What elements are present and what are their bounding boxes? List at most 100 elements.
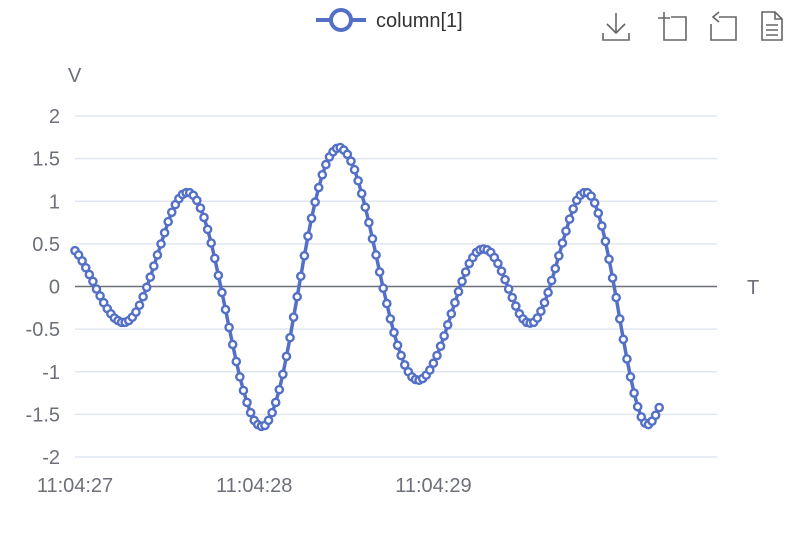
- data-point[interactable]: [367, 233, 378, 244]
- data-point[interactable]: [270, 397, 281, 408]
- data-point[interactable]: [206, 238, 216, 248]
- data-point[interactable]: [385, 314, 396, 324]
- data-point[interactable]: [353, 175, 363, 186]
- data-point[interactable]: [568, 204, 578, 214]
- data-point[interactable]: [543, 287, 553, 298]
- data-point[interactable]: [134, 300, 145, 311]
- data-point[interactable]: [432, 350, 442, 361]
- data-point[interactable]: [295, 271, 306, 282]
- data-point[interactable]: [238, 385, 249, 396]
- legend[interactable]: column[1]: [316, 8, 463, 32]
- data-point[interactable]: [231, 356, 242, 367]
- data-point[interactable]: [396, 350, 406, 361]
- data-point[interactable]: [622, 354, 632, 364]
- data-point[interactable]: [263, 415, 274, 426]
- data-point[interactable]: [618, 334, 629, 345]
- data-point[interactable]: [364, 217, 374, 228]
- data-point[interactable]: [209, 253, 220, 264]
- data-view-button[interactable]: [760, 11, 784, 41]
- data-point[interactable]: [360, 202, 371, 213]
- data-point[interactable]: [460, 267, 471, 277]
- data-point[interactable]: [536, 306, 546, 317]
- data-point[interactable]: [597, 221, 607, 231]
- data-point[interactable]: [313, 182, 324, 193]
- data-point[interactable]: [604, 254, 614, 265]
- data-point[interactable]: [589, 198, 600, 208]
- data-point[interactable]: [614, 314, 625, 324]
- data-point[interactable]: [349, 164, 360, 175]
- data-point[interactable]: [77, 256, 87, 266]
- data-point[interactable]: [88, 276, 98, 287]
- data-point[interactable]: [650, 410, 661, 421]
- data-point[interactable]: [561, 226, 571, 236]
- data-point[interactable]: [131, 307, 141, 317]
- data-point[interactable]: [539, 297, 550, 308]
- data-point[interactable]: [303, 231, 313, 241]
- data-point[interactable]: [428, 358, 439, 369]
- data-point[interactable]: [159, 227, 170, 238]
- data-point[interactable]: [607, 273, 618, 283]
- data-point[interactable]: [564, 214, 575, 224]
- data-point[interactable]: [220, 304, 231, 315]
- data-point[interactable]: [217, 287, 227, 298]
- data-point[interactable]: [141, 282, 152, 293]
- data-point[interactable]: [389, 327, 399, 338]
- data-point[interactable]: [195, 203, 206, 213]
- data-point[interactable]: [629, 388, 639, 398]
- data-point[interactable]: [442, 320, 453, 330]
- data-point[interactable]: [267, 407, 277, 418]
- data-point[interactable]: [435, 341, 446, 351]
- data-point[interactable]: [356, 188, 367, 199]
- data-point[interactable]: [306, 213, 317, 224]
- data-point[interactable]: [152, 250, 163, 260]
- data-point[interactable]: [507, 292, 518, 303]
- data-point[interactable]: [554, 251, 564, 261]
- data-point[interactable]: [310, 197, 320, 207]
- data-point[interactable]: [242, 397, 252, 408]
- data-point[interactable]: [453, 286, 464, 297]
- data-point[interactable]: [446, 308, 457, 319]
- restore-button[interactable]: [708, 11, 738, 41]
- data-point[interactable]: [80, 262, 91, 273]
- save-as-image-button[interactable]: [601, 11, 631, 41]
- data-point[interactable]: [91, 284, 102, 294]
- data-point[interactable]: [593, 208, 604, 218]
- data-point[interactable]: [138, 291, 148, 302]
- data-point[interactable]: [278, 369, 288, 380]
- data-point[interactable]: [439, 331, 449, 341]
- data-point[interactable]: [95, 291, 105, 301]
- data-point[interactable]: [245, 407, 256, 418]
- data-point[interactable]: [288, 312, 299, 322]
- data-point[interactable]: [511, 301, 521, 311]
- data-point[interactable]: [654, 402, 664, 413]
- data-point[interactable]: [586, 191, 596, 201]
- data-point[interactable]: [382, 298, 392, 309]
- data-point[interactable]: [227, 339, 238, 350]
- data-point[interactable]: [317, 170, 328, 180]
- data-point[interactable]: [224, 322, 234, 333]
- data-point[interactable]: [500, 274, 510, 285]
- data-point[interactable]: [274, 384, 285, 395]
- data-point[interactable]: [371, 250, 381, 260]
- data-point[interactable]: [145, 272, 156, 282]
- data-point[interactable]: [281, 351, 292, 362]
- data-point[interactable]: [457, 276, 467, 287]
- data-point[interactable]: [292, 291, 303, 302]
- data-point[interactable]: [149, 261, 159, 271]
- data-point[interactable]: [493, 258, 503, 269]
- data-point[interactable]: [392, 340, 403, 351]
- data-point[interactable]: [213, 270, 224, 281]
- data-zoom-button[interactable]: [657, 11, 687, 41]
- data-point[interactable]: [321, 159, 331, 170]
- data-point[interactable]: [532, 313, 543, 323]
- data-point[interactable]: [199, 212, 209, 223]
- data-point[interactable]: [84, 269, 95, 280]
- data-point[interactable]: [235, 372, 245, 382]
- data-point[interactable]: [503, 284, 514, 294]
- data-point[interactable]: [611, 292, 621, 303]
- data-point[interactable]: [202, 224, 213, 235]
- data-point[interactable]: [285, 332, 295, 343]
- data-point[interactable]: [166, 207, 177, 218]
- data-point[interactable]: [557, 238, 568, 248]
- data-point[interactable]: [550, 263, 561, 274]
